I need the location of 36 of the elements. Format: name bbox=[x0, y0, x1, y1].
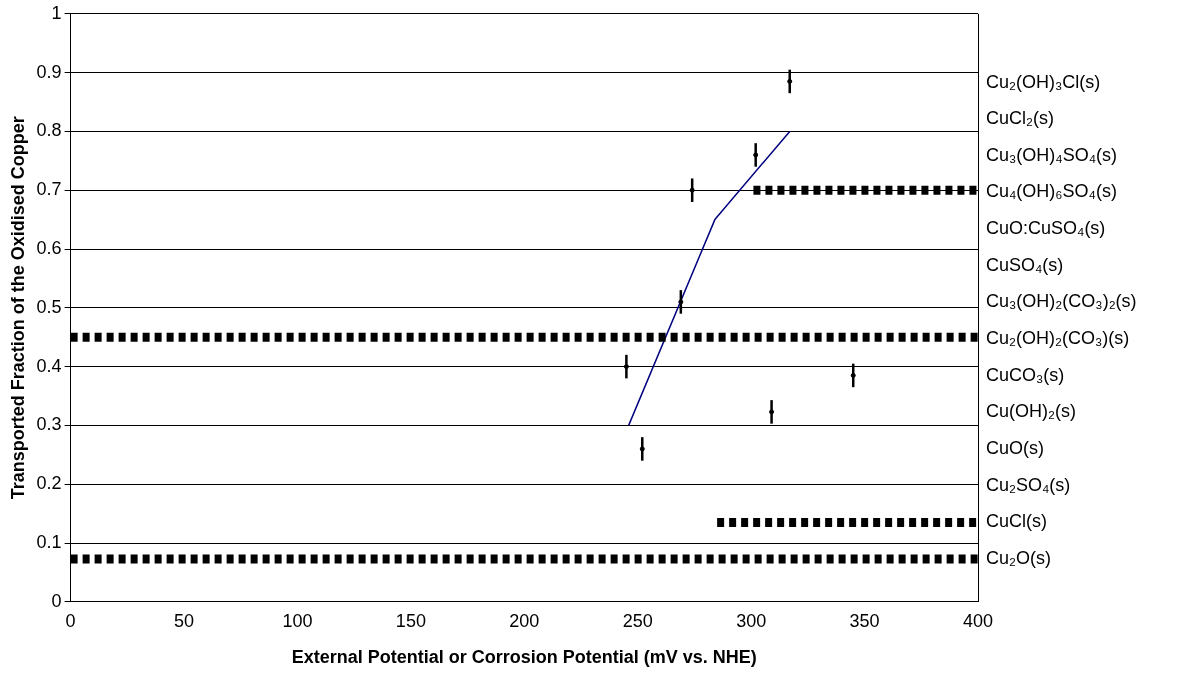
text: CuO(s) bbox=[986, 437, 1044, 458]
x-tick-label: 350 bbox=[849, 610, 880, 631]
y-tick-label: 0.7 bbox=[36, 179, 62, 200]
y-tick-label: 0.1 bbox=[36, 531, 62, 552]
x-tick-label: 250 bbox=[622, 610, 653, 631]
text: CuCO₃(s) bbox=[986, 364, 1065, 385]
y-tick-label: 0.6 bbox=[36, 237, 62, 258]
text: CuSO₄(s) bbox=[986, 254, 1064, 275]
text: Cu(OH)₂(s) bbox=[986, 401, 1076, 422]
x-tick-label: 200 bbox=[509, 610, 540, 631]
text: Cu₂(OH)₃Cl(s) bbox=[986, 71, 1101, 92]
y-tick-label: 0.8 bbox=[36, 120, 62, 141]
y-axis-title: Transported Fraction of the Oxidised Copper bbox=[7, 116, 28, 500]
y-tick-label: 0.4 bbox=[36, 355, 62, 376]
y-tick-label: 0.2 bbox=[36, 473, 62, 494]
text: Cu₄(OH)₆SO₄(s) bbox=[986, 181, 1117, 202]
text: Cu₂SO₄(s) bbox=[986, 474, 1071, 495]
x-tick-label: 300 bbox=[736, 610, 767, 631]
text: Cu₂O(s) bbox=[986, 547, 1051, 568]
y-tick-label: 0 bbox=[51, 590, 62, 611]
x-axis-title: External Potential or Corrosion Potential (mV vs. NHE) bbox=[291, 647, 757, 668]
x-tick-label: 400 bbox=[962, 610, 994, 631]
y-tick-label: 1 bbox=[51, 2, 62, 23]
x-tick-label: 150 bbox=[395, 610, 426, 631]
y-tick-label: 0.5 bbox=[36, 296, 62, 317]
y-tick-label: 0.9 bbox=[36, 61, 62, 82]
text: CuCl(s) bbox=[986, 511, 1047, 532]
text: CuCl₂(s) bbox=[986, 108, 1054, 129]
x-tick-label: 0 bbox=[65, 610, 76, 631]
y-tick-label: 0.3 bbox=[36, 414, 62, 435]
text: Cu₂(OH)₂(CO₃)(s) bbox=[986, 327, 1130, 348]
x-tick-label: 100 bbox=[282, 610, 313, 631]
text: Cu₃(OH)₂(CO₃)₂(s) bbox=[986, 291, 1137, 312]
text: CuO:CuSO₄(s) bbox=[986, 218, 1106, 239]
text: Cu₃(OH)₄SO₄(s) bbox=[986, 144, 1118, 165]
x-tick-label: 50 bbox=[174, 610, 195, 631]
